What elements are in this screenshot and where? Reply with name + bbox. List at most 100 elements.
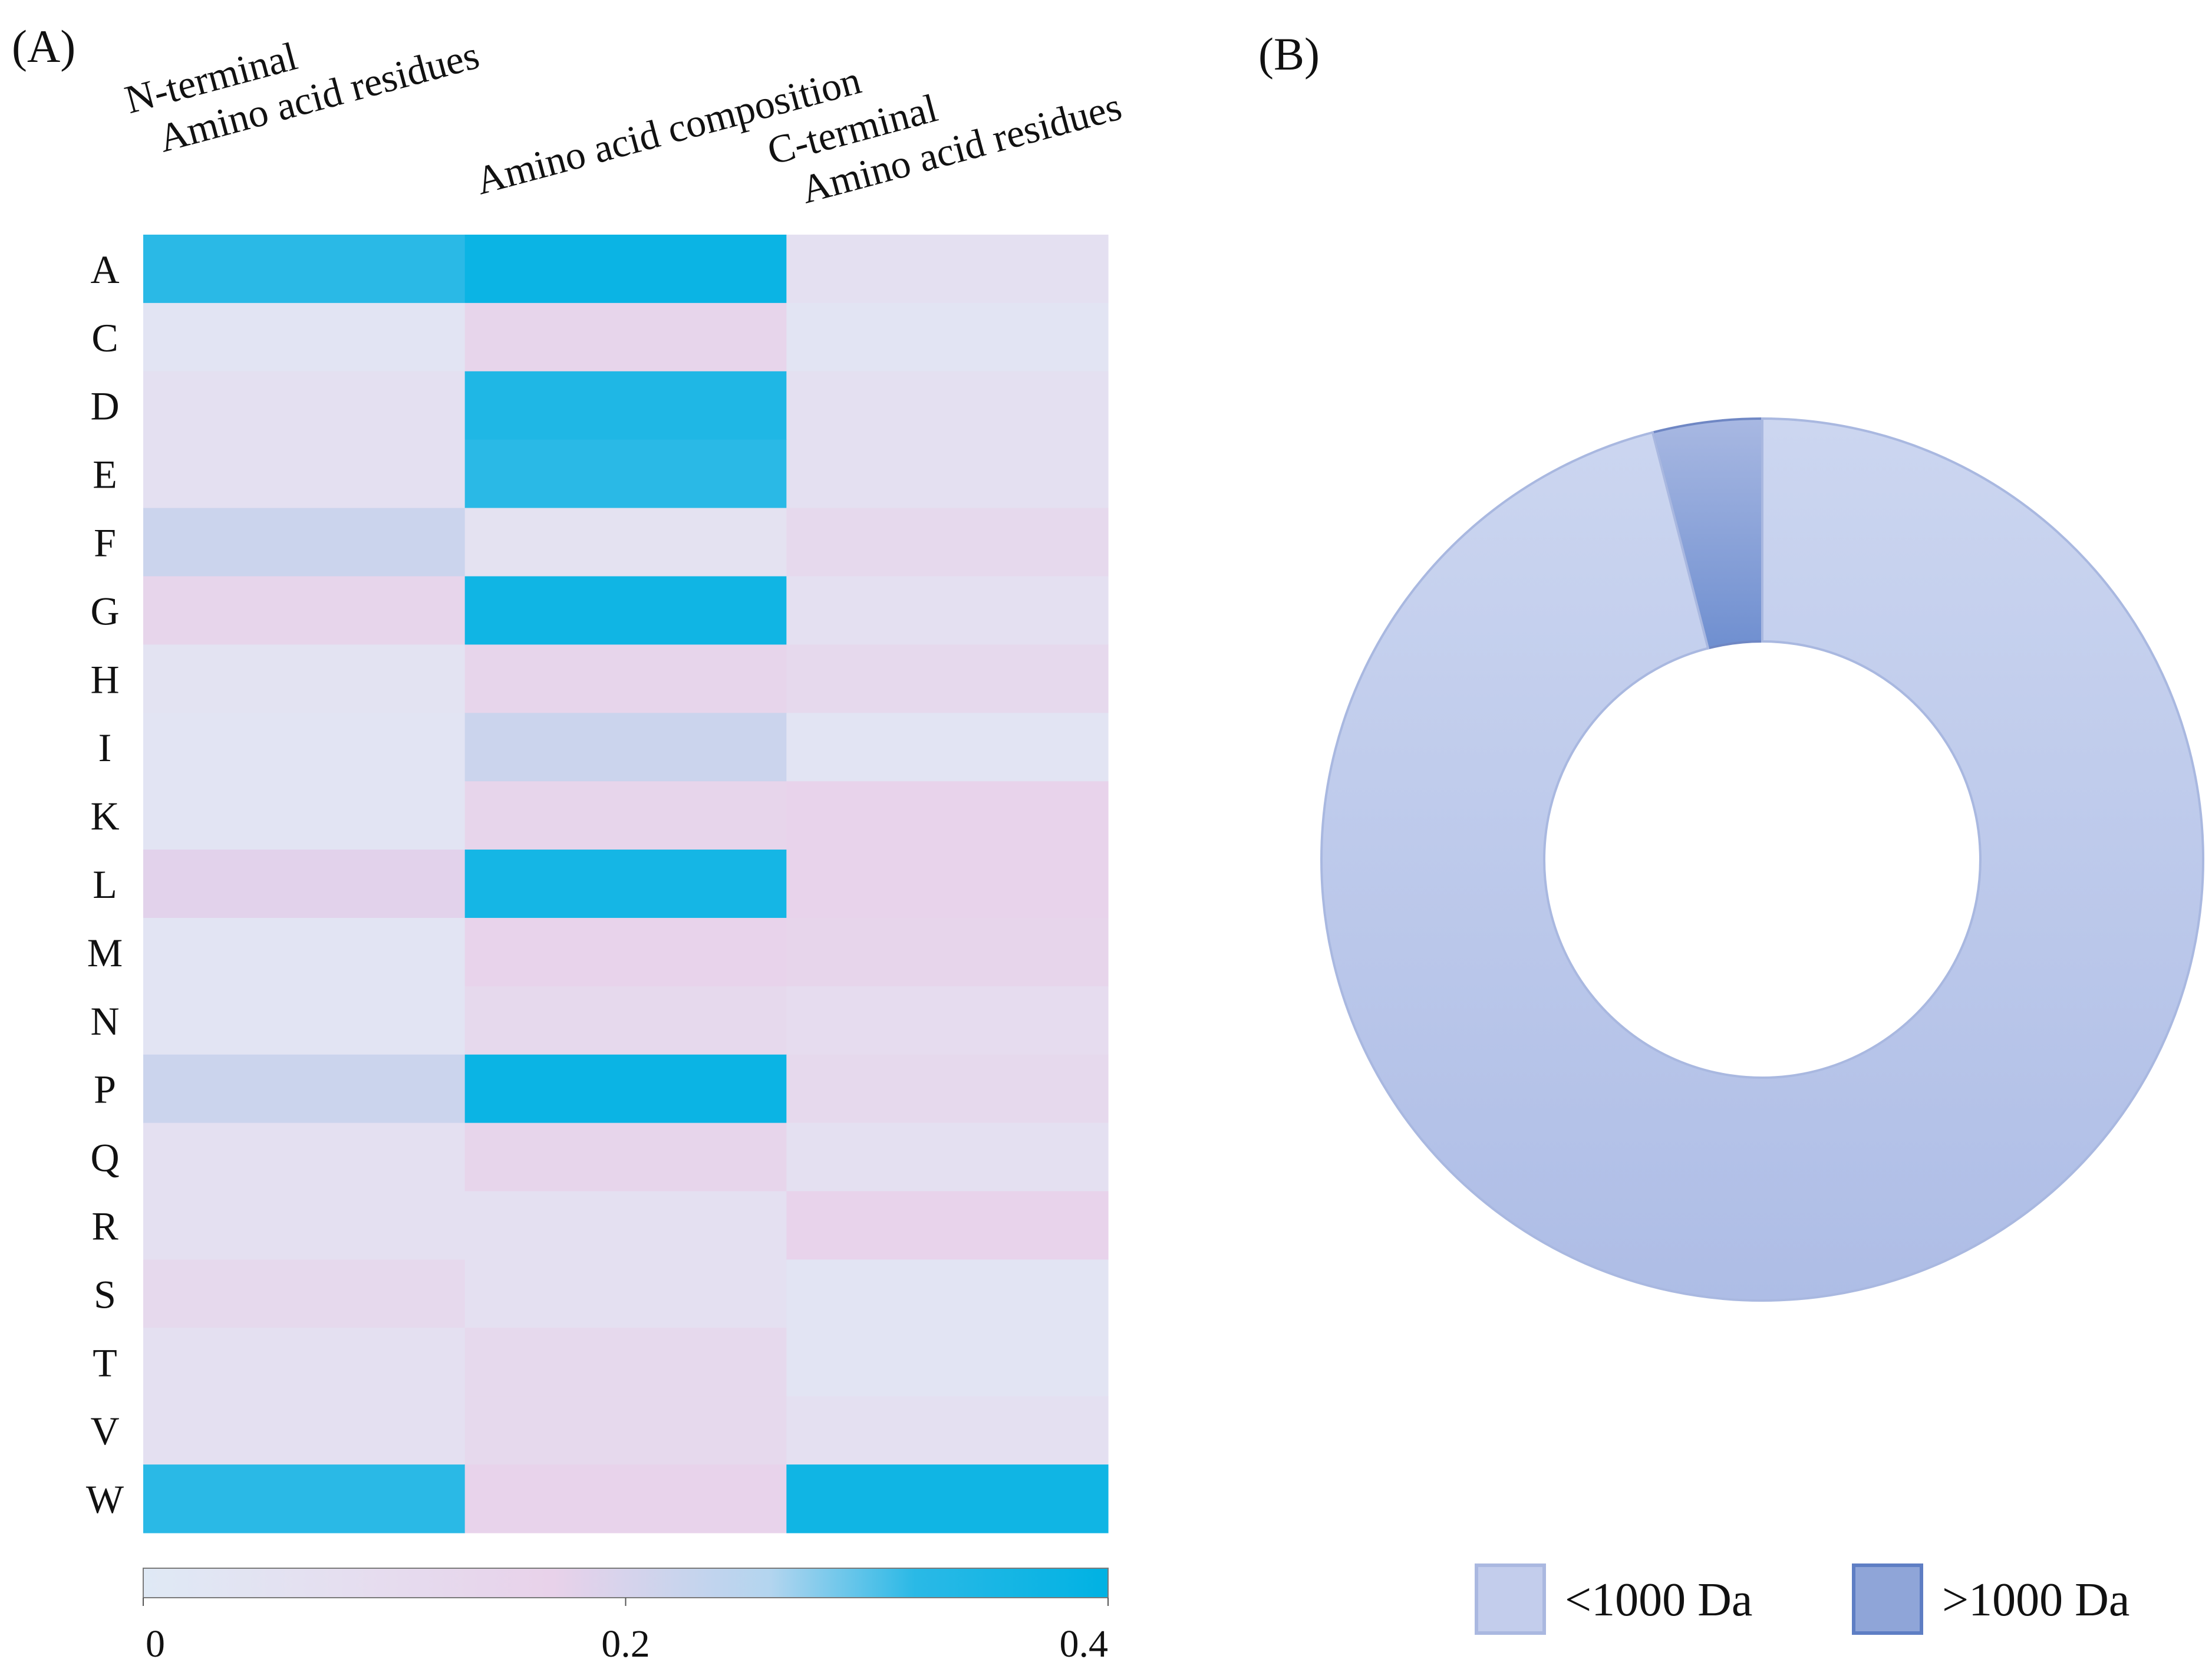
heatmap-cell-L-2 bbox=[464, 850, 787, 919]
row-label-W: W bbox=[86, 1477, 124, 1522]
heatmap-cell-S-3 bbox=[786, 1259, 1109, 1328]
heatmap-cell-I-3 bbox=[786, 713, 1109, 782]
heatmap-cell-F-3 bbox=[786, 508, 1109, 577]
row-label-I: I bbox=[98, 725, 112, 770]
heatmap-cell-S-1 bbox=[143, 1259, 466, 1328]
heatmap-cell-H-2 bbox=[464, 644, 787, 713]
heatmap-cell-W-1 bbox=[143, 1464, 466, 1533]
heatmap-cell-Q-3 bbox=[786, 1123, 1109, 1192]
heatmap-cell-K-3 bbox=[786, 781, 1109, 850]
heatmap-cell-S-2 bbox=[464, 1259, 787, 1328]
row-label-N: N bbox=[90, 999, 119, 1044]
heatmap-cell-N-1 bbox=[143, 986, 466, 1055]
heatmap-cell-C-2 bbox=[464, 302, 787, 372]
row-label-D: D bbox=[90, 384, 119, 429]
heatmap-cell-M-3 bbox=[786, 917, 1109, 987]
heatmap-cell-T-2 bbox=[464, 1328, 787, 1397]
heatmap-cell-P-2 bbox=[464, 1054, 787, 1124]
row-label-C: C bbox=[91, 315, 118, 360]
heatmap-cell-H-1 bbox=[143, 644, 466, 713]
heatmap-cell-F-1 bbox=[143, 508, 466, 577]
row-label-S: S bbox=[94, 1272, 116, 1316]
panel-label-b: (B) bbox=[1258, 28, 1320, 80]
heatmap-cell-H-3 bbox=[786, 644, 1109, 713]
row-label-R: R bbox=[91, 1204, 118, 1249]
colorbar-tick-label: 0.2 bbox=[601, 1622, 650, 1659]
heatmap-cell-I-1 bbox=[143, 713, 466, 782]
heatmap-cells bbox=[143, 235, 1109, 1533]
row-label-G: G bbox=[90, 588, 119, 633]
heatmap-cell-C-3 bbox=[786, 302, 1109, 372]
legend-label: <1000 Da bbox=[1565, 1574, 1752, 1626]
heatmap-cell-V-2 bbox=[464, 1396, 787, 1465]
panel-label-a: (A) bbox=[12, 21, 75, 72]
row-label-F: F bbox=[94, 521, 116, 565]
row-label-V: V bbox=[90, 1408, 119, 1453]
legend-swatch bbox=[1475, 1563, 1546, 1635]
row-label-H: H bbox=[90, 657, 119, 702]
heatmap-cell-P-1 bbox=[143, 1054, 466, 1124]
row-label-L: L bbox=[93, 862, 117, 907]
donut-chart bbox=[1320, 417, 2204, 1302]
heatmap-cell-G-3 bbox=[786, 576, 1109, 645]
heatmap-cell-A-3 bbox=[786, 235, 1109, 304]
colorbar-tick-label: 0 bbox=[146, 1622, 165, 1659]
heatmap-cell-L-3 bbox=[786, 850, 1109, 919]
heatmap-cell-K-2 bbox=[464, 781, 787, 850]
legend-swatch bbox=[1852, 1563, 1923, 1635]
heatmap-cell-P-3 bbox=[786, 1054, 1109, 1124]
heatmap-cell-G-2 bbox=[464, 576, 787, 645]
row-label-E: E bbox=[93, 452, 117, 497]
donut-panel: (B) <1000 Da >1000 Da bbox=[1258, 28, 2204, 1635]
row-label-A: A bbox=[90, 247, 119, 292]
heatmap-cell-G-1 bbox=[143, 576, 466, 645]
heatmap-cell-T-3 bbox=[786, 1328, 1109, 1397]
heatmap-cell-I-2 bbox=[464, 713, 787, 782]
heatmap-cell-R-2 bbox=[464, 1191, 787, 1260]
heatmap-cell-E-2 bbox=[464, 439, 787, 509]
legend: <1000 Da >1000 Da bbox=[1475, 1563, 2129, 1635]
heatmap-cell-A-1 bbox=[143, 235, 466, 304]
heatmap-cell-V-1 bbox=[143, 1396, 466, 1465]
row-label-Q: Q bbox=[90, 1135, 119, 1180]
legend-label: >1000 Da bbox=[1942, 1574, 2129, 1626]
heatmap-cell-M-2 bbox=[464, 917, 787, 987]
heatmap-cell-Q-2 bbox=[464, 1123, 787, 1192]
heatmap-cell-C-1 bbox=[143, 302, 466, 372]
colorbar: 0 0.2 0.4 bbox=[143, 1568, 1109, 1659]
row-label-M: M bbox=[87, 930, 123, 975]
legend-item-1: <1000 Da bbox=[1475, 1563, 1752, 1635]
colorbar-gradient bbox=[143, 1568, 1109, 1598]
legend-item-2: >1000 Da bbox=[1852, 1563, 2129, 1635]
heatmap-cell-Q-1 bbox=[143, 1123, 466, 1192]
heatmap-cell-M-1 bbox=[143, 917, 466, 987]
row-label-P: P bbox=[94, 1067, 116, 1112]
heatmap-cell-D-3 bbox=[786, 371, 1109, 440]
heatmap-cell-R-3 bbox=[786, 1191, 1109, 1260]
donut-slice-under-1000-da bbox=[1320, 417, 2204, 1302]
heatmap-cell-D-2 bbox=[464, 371, 787, 440]
heatmap-cell-F-2 bbox=[464, 508, 787, 577]
heatmap-cell-W-2 bbox=[464, 1464, 787, 1533]
heatmap-cell-K-1 bbox=[143, 781, 466, 850]
heatmap-cell-L-1 bbox=[143, 850, 466, 919]
heatmap-cell-N-2 bbox=[464, 986, 787, 1055]
heatmap-cell-T-1 bbox=[143, 1328, 466, 1397]
heatmap-cell-E-3 bbox=[786, 439, 1109, 509]
heatmap-cell-A-2 bbox=[464, 235, 787, 304]
heatmap-cell-V-3 bbox=[786, 1396, 1109, 1465]
heatmap-cell-N-3 bbox=[786, 986, 1109, 1055]
row-label-T: T bbox=[93, 1340, 117, 1385]
heatmap-cell-W-3 bbox=[786, 1464, 1109, 1533]
heatmap-cell-D-1 bbox=[143, 371, 466, 440]
row-label-K: K bbox=[90, 794, 119, 838]
heatmap-cell-R-1 bbox=[143, 1191, 466, 1260]
heatmap-cell-E-1 bbox=[143, 439, 466, 509]
colorbar-tick-label: 0.4 bbox=[1060, 1622, 1109, 1659]
